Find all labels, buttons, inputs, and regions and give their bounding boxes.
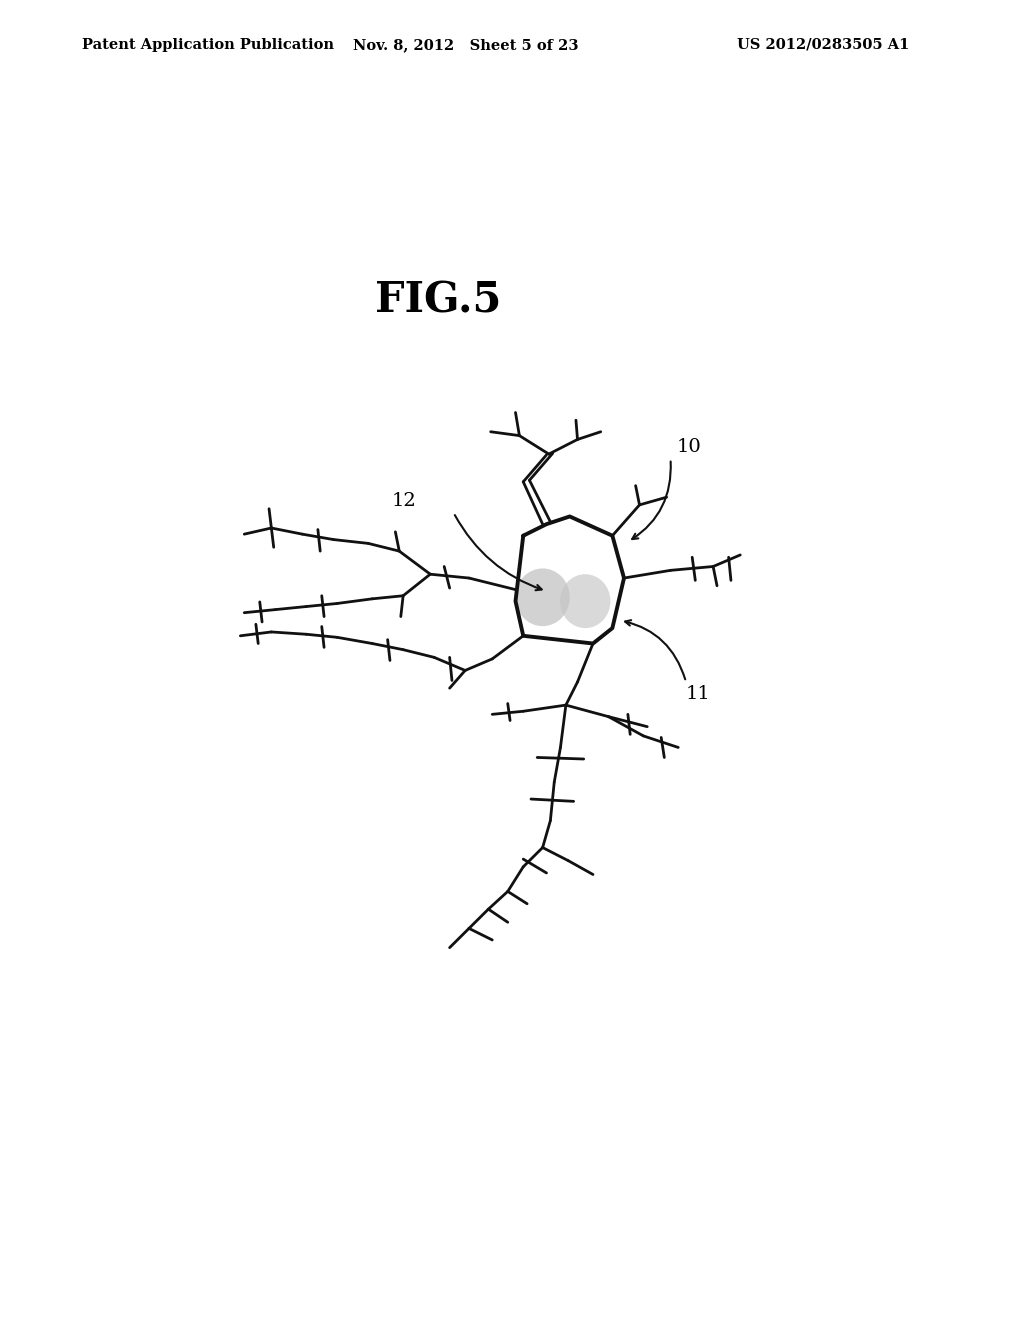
Text: 10: 10 xyxy=(677,438,701,457)
Ellipse shape xyxy=(515,569,569,626)
Text: Patent Application Publication: Patent Application Publication xyxy=(82,38,334,51)
Text: US 2012/0283505 A1: US 2012/0283505 A1 xyxy=(737,38,909,51)
Ellipse shape xyxy=(560,574,610,628)
Text: 11: 11 xyxy=(686,685,711,702)
Text: Nov. 8, 2012   Sheet 5 of 23: Nov. 8, 2012 Sheet 5 of 23 xyxy=(353,38,579,51)
Text: 12: 12 xyxy=(391,492,416,510)
Text: FIG.5: FIG.5 xyxy=(375,280,501,322)
